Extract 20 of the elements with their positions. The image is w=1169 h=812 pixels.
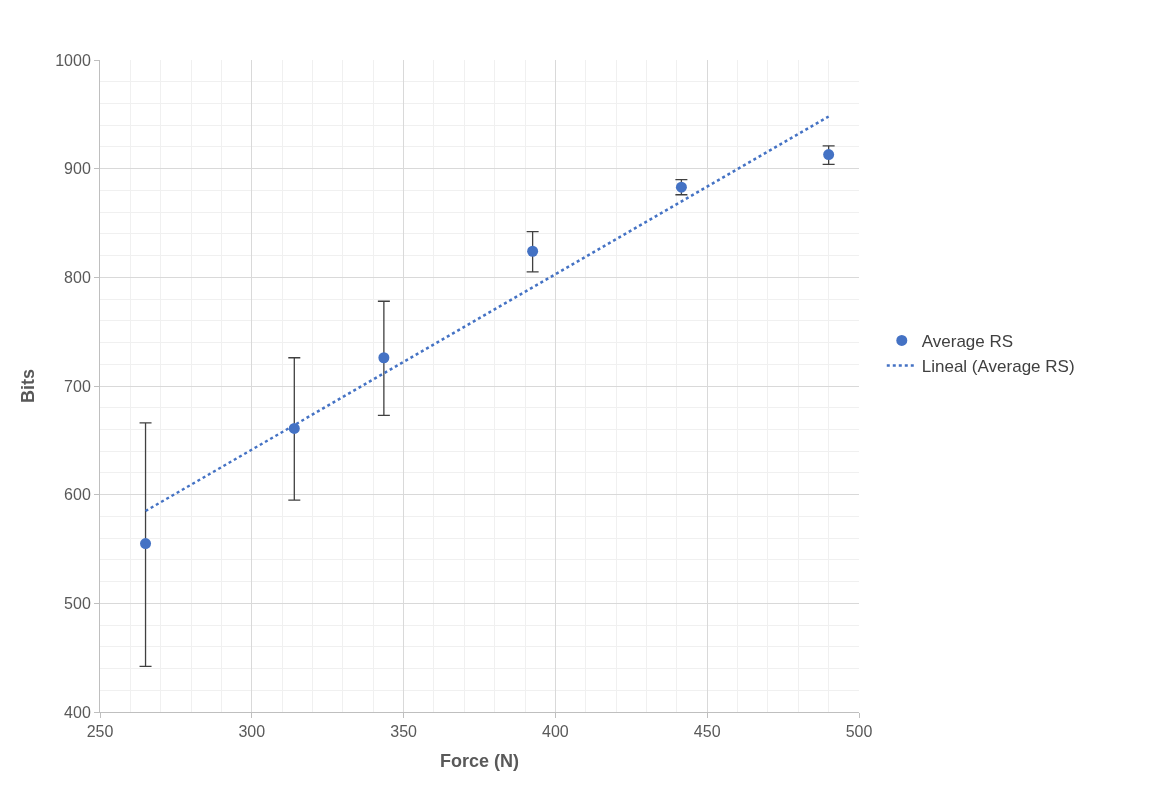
point	[378, 352, 390, 364]
x-tick-label: 250	[86, 723, 114, 741]
x-axis-title: Force (N)	[439, 751, 520, 772]
point	[140, 538, 152, 550]
x-tick-label: 400	[542, 723, 569, 741]
x-tick-label: 500	[845, 723, 873, 741]
y-axis-title: Bits	[18, 368, 39, 404]
y-tick-label: 900	[64, 160, 91, 178]
legend-label: Average RS	[921, 332, 1014, 352]
y-tick-label: 400	[64, 703, 91, 721]
y-tick-label: 500	[64, 594, 91, 612]
legend-label: Lineal (Average RS)	[921, 357, 1075, 377]
x-tick-label: 300	[238, 723, 266, 741]
x-tick-label: 450	[693, 723, 721, 741]
point	[527, 245, 539, 257]
x-tick-label: 350	[390, 723, 418, 741]
y-tick-label: 800	[64, 268, 91, 286]
y-tick-label: 1000	[55, 51, 91, 69]
y-tick-label: 600	[64, 486, 91, 504]
y-tick-label: 700	[64, 377, 91, 395]
